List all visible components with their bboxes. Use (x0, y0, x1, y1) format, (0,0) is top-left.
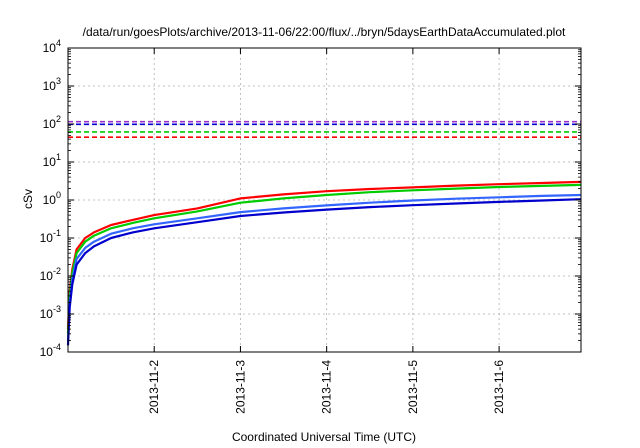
grid (68, 48, 581, 352)
x-axis-label: Coordinated Universal Time (UTC) (232, 430, 416, 444)
y-tick-label: 102 (43, 114, 61, 131)
y-tick-label: 10-3 (40, 304, 61, 321)
y-axis: 10-4 10-3 10-2 10-1 100 101 102 103 104 (40, 38, 581, 359)
y-tick-label: 10-2 (40, 266, 61, 283)
x-tick-label: 2013-11-4 (320, 360, 334, 414)
x-tick-label: 2013-11-6 (492, 360, 506, 414)
x-tick-label: 2013-11-2 (147, 360, 161, 414)
y-tick-label: 10-1 (40, 228, 61, 245)
series-line (66, 180, 582, 330)
y-tick-label: 103 (43, 76, 61, 93)
x-tick-label: 2013-11-5 (406, 360, 420, 414)
series-line (66, 198, 582, 346)
y-tick-label: 100 (43, 190, 61, 207)
series-line (66, 193, 582, 341)
chart-title: /data/run/goesPlots/archive/2013-11-06/2… (83, 25, 566, 39)
series-group (66, 120, 582, 346)
series-line (66, 183, 582, 334)
x-tick-label: 2013-11-3 (233, 360, 247, 414)
x-axis: 2013-11-2 2013-11-3 2013-11-4 2013-11-5 2013… (147, 48, 506, 414)
y-tick-label: 101 (43, 152, 61, 169)
y-tick-label: 10-4 (40, 342, 61, 359)
y-tick-label: 104 (43, 38, 61, 55)
y-axis-label: cSv (21, 189, 35, 209)
